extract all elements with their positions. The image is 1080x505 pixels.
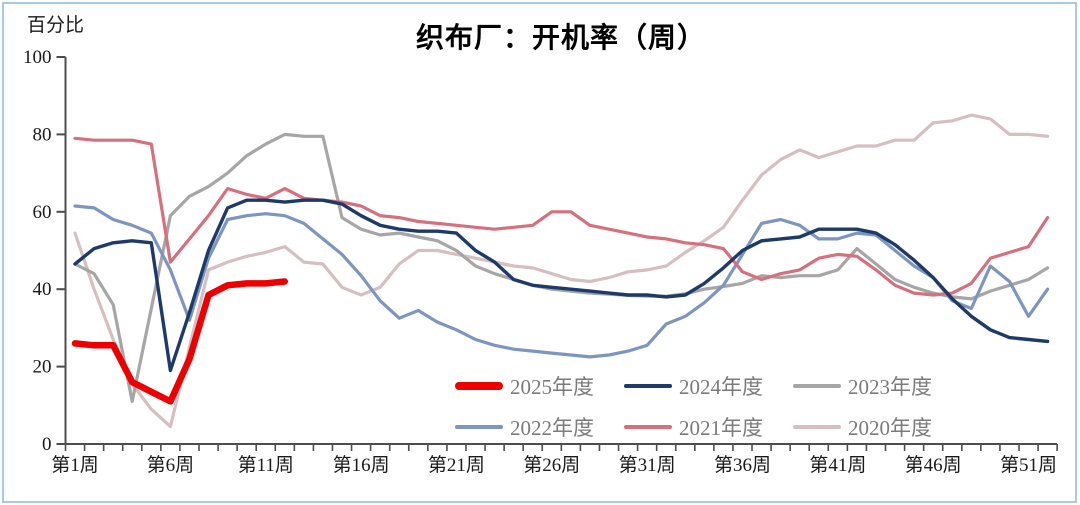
y-tick-label: 20: [33, 357, 52, 378]
series-line-2025年度: [71, 278, 289, 405]
x-tick-label: 第41周: [809, 454, 866, 476]
series-line-2022年度: [73, 204, 1050, 359]
y-tick-label: 60: [33, 202, 52, 223]
x-tick-label: 第46周: [905, 454, 962, 476]
x-tick-label: 第26周: [523, 454, 580, 476]
chart-title: 织布厂：开机率（周）: [415, 23, 706, 54]
y-tick-label: 0: [42, 434, 52, 455]
x-tick-label: 第36周: [714, 454, 771, 476]
x-tick-label: 第51周: [1000, 454, 1057, 476]
x-tick-label: 第11周: [238, 454, 294, 476]
series-line-2024年度: [73, 198, 1050, 373]
x-tick-label: 第31周: [619, 454, 676, 476]
x-tick-label: 第6周: [147, 454, 195, 476]
x-tick-label: 第16周: [333, 454, 390, 476]
series-line-2020年度: [73, 113, 1050, 429]
y-tick-label: 100: [23, 47, 52, 68]
y-tick-label: 80: [33, 124, 52, 145]
x-tick-label: 第1周: [51, 454, 99, 476]
x-tick-label: 第21周: [428, 454, 485, 476]
series-line-2021年度: [73, 136, 1050, 297]
series-line-2023年度: [73, 132, 1050, 403]
y-tick-label: 40: [33, 279, 52, 300]
y-axis-unit-label: 百分比: [27, 15, 85, 36]
